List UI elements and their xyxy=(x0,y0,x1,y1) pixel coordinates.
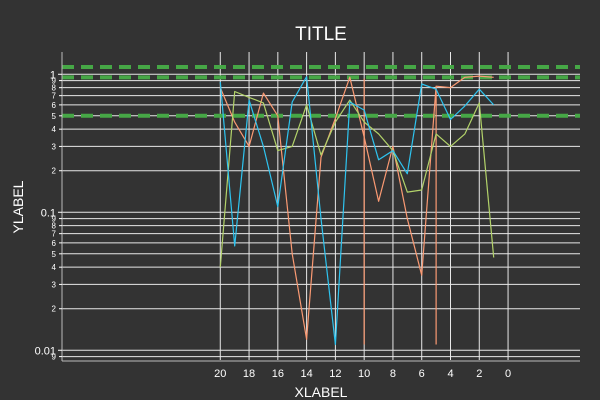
y-minor-tick-label: 7 xyxy=(52,230,57,239)
x-tick-label: 18 xyxy=(243,368,255,380)
x-tick-label: 4 xyxy=(447,368,453,380)
x-tick-label: 0 xyxy=(505,368,511,380)
y-minor-tick-label: 8 xyxy=(52,222,57,231)
y-minor-tick-label: 6 xyxy=(52,101,57,110)
y-tick-label: 0.1 xyxy=(41,207,56,219)
y-minor-tick-label: 4 xyxy=(52,263,57,272)
y-minor-tick-label: 3 xyxy=(52,142,57,151)
x-tick-label: 20 xyxy=(214,368,226,380)
x-tick-label: 16 xyxy=(272,368,284,380)
y-minor-tick-label: 2 xyxy=(52,167,57,176)
x-tick-label: 10 xyxy=(358,368,370,380)
x-tick-label: 14 xyxy=(300,368,312,380)
x-tick-label: 12 xyxy=(329,368,341,380)
y-minor-tick-label: 9 xyxy=(52,215,57,224)
chart-title: TITLE xyxy=(295,24,347,45)
y-minor-tick-label: 7 xyxy=(52,92,57,101)
x-axis-label: XLABEL xyxy=(295,384,348,400)
y-minor-tick-label: 4 xyxy=(52,125,57,134)
y-tick-label: 0.01 xyxy=(35,345,56,357)
y-axis-label: YLABEL xyxy=(10,180,26,233)
y-minor-tick-label: 6 xyxy=(52,239,57,248)
series-line-1 xyxy=(219,75,494,340)
y-minor-tick-label: 8 xyxy=(52,84,57,93)
y-minor-tick-label: 9 xyxy=(52,353,57,362)
grid-layer xyxy=(62,52,580,360)
reference-lines xyxy=(62,64,580,118)
series-line-2 xyxy=(219,90,495,268)
series-layer xyxy=(219,75,495,346)
series-line-3 xyxy=(219,76,495,346)
x-tick-label: 6 xyxy=(419,368,425,380)
y-minor-tick-label: 2 xyxy=(52,305,57,314)
y-tick-label: 1 xyxy=(50,69,56,81)
y-minor-tick-label: 5 xyxy=(52,250,57,259)
y-minor-tick-label: 3 xyxy=(52,280,57,289)
y-minor-tick-label: 9 xyxy=(52,77,57,86)
x-tick-label: 8 xyxy=(390,368,396,380)
axis-layer: 20 18 16 14 12 10 8 6 4 2 00.010.11923456789234567… xyxy=(35,52,580,380)
y-minor-tick-label: 5 xyxy=(52,112,57,121)
x-tick-label: 2 xyxy=(476,368,482,380)
